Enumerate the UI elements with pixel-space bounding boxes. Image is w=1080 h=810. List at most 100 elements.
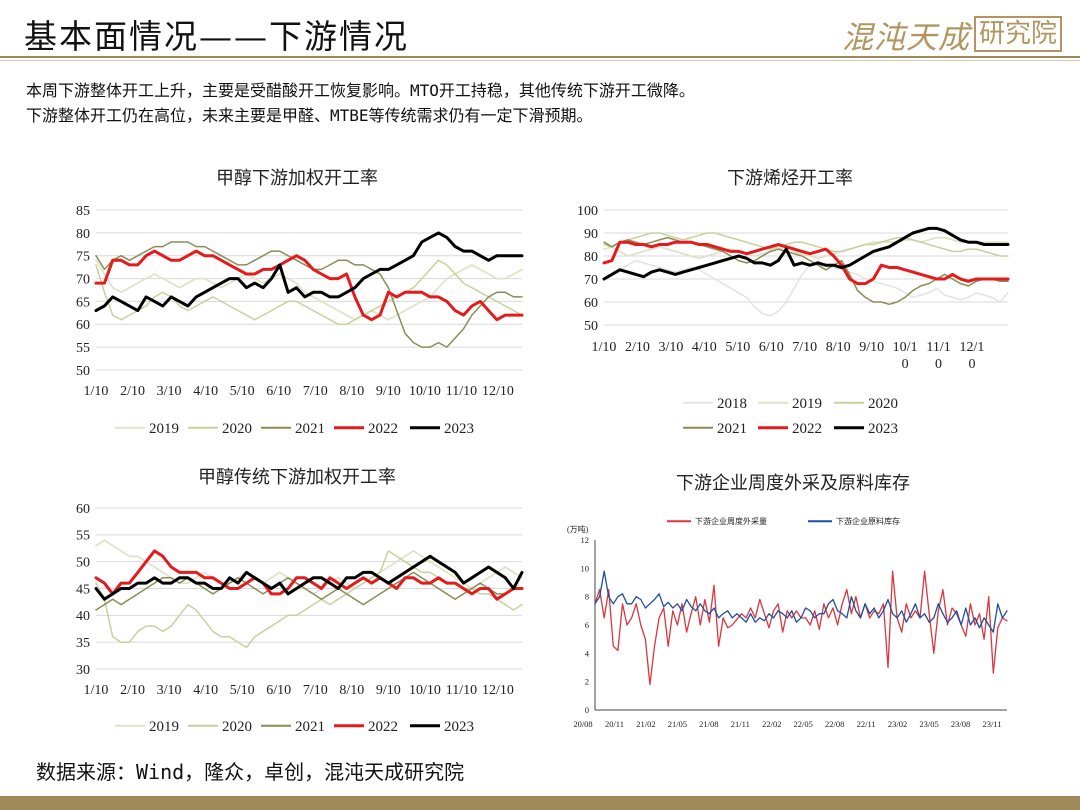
y-tick-60: 60 <box>76 318 90 333</box>
legend-label-2019: 2019 <box>149 421 179 437</box>
x-tick-3: 4/10 <box>692 340 717 355</box>
y-tick-100: 100 <box>577 204 598 219</box>
x-tick-5: 6/10 <box>266 683 291 698</box>
y-tick-55: 55 <box>76 529 90 544</box>
title-divider <box>0 56 1080 58</box>
x-tick-9: 22/11 <box>857 719 876 729</box>
x-tick-4: 5/10 <box>230 384 255 399</box>
chart-olefin: 50 60 70 80 90 100 1/10 2/10 3/10 4/10 5/10 6/10 7/1… <box>577 204 1010 437</box>
series-line-2022 <box>94 249 524 322</box>
footer-bar <box>0 796 1080 810</box>
legend-label-下游企业原料库存: 下游企业原料库存 <box>836 516 900 526</box>
x-tick-9-0: 10/1 <box>893 340 918 355</box>
legend-label-2022: 2022 <box>792 421 822 437</box>
legend-label-2023: 2023 <box>444 421 474 437</box>
series-line-2019 <box>603 236 1009 260</box>
x-tick-0: 1/10 <box>84 384 109 399</box>
x-tick-1: 20/11 <box>605 719 624 729</box>
legend-label-2021: 2021 <box>717 421 747 437</box>
x-tick-11: 12/10 <box>482 683 514 698</box>
series-line-2023 <box>94 231 524 313</box>
chart-title-olefin: 下游烯烃开工率 <box>727 168 853 189</box>
y-tick-0: 0 <box>585 705 589 715</box>
title-divider-thin <box>0 60 1080 61</box>
x-tick-5: 6/10 <box>759 340 784 355</box>
x-tick-6: 7/10 <box>303 683 328 698</box>
x-tick-8: 9/10 <box>376 384 401 399</box>
series-line-下游企业周度外采量 <box>594 570 1008 686</box>
x-tick-1: 2/10 <box>120 384 145 399</box>
x-tick-2: 21/02 <box>636 719 655 729</box>
x-tick-8: 9/10 <box>859 340 884 355</box>
y-tick-10: 10 <box>581 563 590 573</box>
series-line-2023 <box>602 226 1010 281</box>
x-tick-12: 23/08 <box>951 719 970 729</box>
y-tick-12: 12 <box>581 535 590 545</box>
y-tick-80: 80 <box>76 227 90 242</box>
x-tick-9-1: 0 <box>902 357 909 372</box>
x-tick-10-0: 11/1 <box>926 340 950 355</box>
x-tick-13: 23/11 <box>982 719 1001 729</box>
x-tick-10: 11/10 <box>446 384 477 399</box>
x-tick-2: 3/10 <box>658 340 683 355</box>
y-tick-2: 2 <box>585 677 589 687</box>
series-line-2020 <box>95 550 523 649</box>
brand-logo: 混沌天成 研究院 <box>842 14 1063 56</box>
x-tick-7: 8/10 <box>339 683 364 698</box>
y-tick-65: 65 <box>76 295 90 310</box>
series-line-2020 <box>95 259 523 326</box>
legend-label-2022: 2022 <box>368 421 398 437</box>
x-tick-11: 12/10 <box>482 384 514 399</box>
y-tick-55: 55 <box>76 341 90 356</box>
legend-label-2022: 2022 <box>368 719 398 735</box>
legend-label-2021: 2021 <box>295 421 325 437</box>
logo-boxed-text: 研究院 <box>974 16 1063 52</box>
x-tick-2: 3/10 <box>157 384 182 399</box>
x-tick-7: 22/05 <box>794 719 813 729</box>
y-tick-70: 70 <box>76 272 90 287</box>
x-tick-3: 4/10 <box>193 384 218 399</box>
chart-title-traditional: 甲醇传统下游加权开工率 <box>198 467 396 488</box>
x-tick-0: 1/10 <box>84 683 109 698</box>
legend-label-2019: 2019 <box>792 396 822 412</box>
legend-label-2020: 2020 <box>222 421 252 437</box>
series-line-2021 <box>603 236 1009 306</box>
legend-label-2019: 2019 <box>149 719 179 735</box>
x-tick-4: 5/10 <box>230 683 255 698</box>
x-tick-8: 9/10 <box>376 683 401 698</box>
y-tick-85: 85 <box>76 204 90 219</box>
y-tick-50: 50 <box>76 556 90 571</box>
summary-text: 本周下游整体开工上升，主要是受醋酸开工恢复影响。MTO开工持稳，其他传统下游开工… <box>26 78 695 128</box>
y-tick-60: 60 <box>76 502 90 517</box>
y-tick-6: 6 <box>585 620 589 630</box>
chart-inventory: 0 2 4 6 8 10 12(万吨) 20/08 20/11 21/02 21/05 21/08 21… <box>567 516 1008 729</box>
y-tick-4: 4 <box>585 648 590 658</box>
unit-label: (万吨) <box>567 524 589 534</box>
legend-label-2020: 2020 <box>868 396 898 412</box>
series-line-2021 <box>95 571 523 611</box>
y-tick-50: 50 <box>76 364 90 379</box>
summary-line-1: 本周下游整体开工上升，主要是受醋酸开工恢复影响。MTO开工持稳，其他传统下游开工… <box>26 81 695 100</box>
x-tick-10: 23/02 <box>888 719 907 729</box>
y-tick-70: 70 <box>584 273 598 288</box>
x-tick-6: 22/02 <box>762 719 781 729</box>
x-tick-0: 1/10 <box>592 340 617 355</box>
x-tick-1: 2/10 <box>120 683 145 698</box>
source-note: 数据来源：Wind，隆众，卓创，混沌天成研究院 <box>36 760 465 784</box>
x-tick-11-0: 12/1 <box>960 340 985 355</box>
x-tick-10-1: 0 <box>935 357 942 372</box>
y-tick-45: 45 <box>76 582 90 597</box>
legend-label-2021: 2021 <box>295 719 325 735</box>
series-line-2020 <box>603 232 1009 257</box>
y-tick-8: 8 <box>585 592 589 602</box>
y-tick-90: 90 <box>584 227 598 242</box>
x-tick-9: 10/10 <box>409 683 441 698</box>
page-title: 基本面情况——下游情况 <box>24 17 409 56</box>
summary-line-2: 下游整体开工仍在高位，未来主要是甲醛、MTBE等传统需求仍有一定下滑预期。 <box>26 106 593 125</box>
series-line-2021 <box>95 241 523 348</box>
y-tick-75: 75 <box>76 250 90 265</box>
y-tick-80: 80 <box>584 250 598 265</box>
series-line-下游企业原料库存 <box>594 570 1008 633</box>
y-tick-40: 40 <box>76 609 90 624</box>
legend-label-2020: 2020 <box>222 719 252 735</box>
